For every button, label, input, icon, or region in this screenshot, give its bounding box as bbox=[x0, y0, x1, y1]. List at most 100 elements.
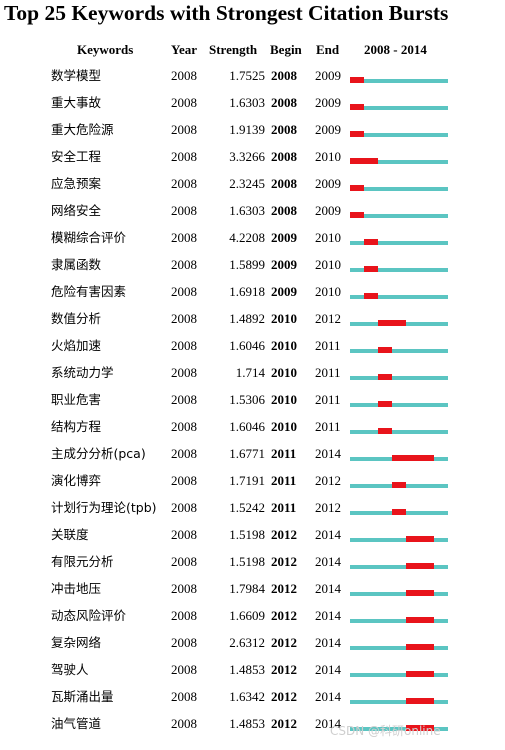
year-value: 2008 bbox=[171, 257, 197, 272]
end-value: 2014 bbox=[315, 608, 341, 623]
end-value: 2009 bbox=[315, 68, 341, 83]
keyword-label: 重大危险源 bbox=[51, 122, 114, 137]
timeline-bar bbox=[350, 671, 448, 677]
strength-value: 1.5198 bbox=[229, 527, 265, 542]
begin-value: 2008 bbox=[271, 95, 297, 110]
end-value: 2014 bbox=[315, 716, 341, 731]
year-value: 2008 bbox=[171, 689, 197, 704]
watermark: CSDN @科研online bbox=[330, 724, 441, 738]
begin-value: 2008 bbox=[271, 122, 297, 137]
begin-value: 2008 bbox=[271, 176, 297, 191]
year-value: 2008 bbox=[171, 203, 197, 218]
end-value: 2014 bbox=[315, 554, 341, 569]
strength-value: 1.714 bbox=[235, 365, 265, 380]
header-strength: Strength bbox=[209, 42, 258, 57]
burst-segment bbox=[406, 590, 434, 596]
year-value: 2008 bbox=[171, 554, 197, 569]
table-row: 网络安全 2008 1.6303 2008 2009 bbox=[0, 199, 505, 226]
strength-value: 1.5899 bbox=[229, 257, 265, 272]
table-row: 瓦斯涌出量 2008 1.6342 2012 2014 bbox=[0, 685, 505, 712]
strength-value: 1.6046 bbox=[229, 338, 265, 353]
end-value: 2010 bbox=[315, 149, 341, 164]
begin-value: 2009 bbox=[271, 284, 297, 299]
strength-value: 1.4892 bbox=[229, 311, 265, 326]
begin-value: 2011 bbox=[271, 500, 297, 515]
year-value: 2008 bbox=[171, 662, 197, 677]
year-value: 2008 bbox=[171, 500, 197, 515]
keyword-label: 重大事故 bbox=[51, 95, 102, 110]
year-value: 2008 bbox=[171, 473, 197, 488]
table-row: 数学模型 2008 1.7525 2008 2009 bbox=[0, 64, 505, 91]
table-row: 火焰加速 2008 1.6046 2010 2011 bbox=[0, 334, 505, 361]
table-row: 危险有害因素 2008 1.6918 2009 2010 bbox=[0, 280, 505, 307]
timeline-bar bbox=[350, 158, 448, 164]
timeline-bar bbox=[350, 293, 448, 299]
end-value: 2011 bbox=[315, 338, 341, 353]
table-row: 系统动力学 2008 1.714 2010 2011 bbox=[0, 361, 505, 388]
burst-segment bbox=[364, 293, 378, 299]
burst-segment bbox=[378, 347, 392, 353]
keyword-label: 模糊综合评价 bbox=[51, 230, 127, 245]
burst-segment bbox=[350, 212, 364, 218]
end-value: 2010 bbox=[315, 230, 341, 245]
timeline-bar bbox=[350, 428, 448, 434]
table-row: 油气管道 2008 1.4853 2012 2014 bbox=[0, 712, 505, 739]
keyword-label: 火焰加速 bbox=[51, 338, 102, 353]
strength-value: 1.7525 bbox=[229, 68, 265, 83]
table-row: 重大危险源 2008 1.9139 2008 2009 bbox=[0, 118, 505, 145]
keyword-label: 安全工程 bbox=[51, 149, 102, 164]
year-value: 2008 bbox=[171, 716, 197, 731]
burst-segment bbox=[406, 725, 434, 731]
strength-value: 1.6046 bbox=[229, 419, 265, 434]
keyword-label: 计划行为理论(tpb) bbox=[51, 500, 157, 515]
year-value: 2008 bbox=[171, 122, 197, 137]
table-row: 重大事故 2008 1.6303 2008 2009 bbox=[0, 91, 505, 118]
timeline-bar bbox=[350, 509, 448, 515]
keyword-label: 油气管道 bbox=[51, 716, 102, 731]
strength-value: 1.6918 bbox=[229, 284, 265, 299]
timeline-bar bbox=[350, 104, 448, 110]
keyword-label: 职业危害 bbox=[51, 392, 102, 407]
table-row: 数值分析 2008 1.4892 2010 2012 bbox=[0, 307, 505, 334]
table-row: 关联度 2008 1.5198 2012 2014 bbox=[0, 523, 505, 550]
strength-value: 1.6609 bbox=[229, 608, 265, 623]
begin-value: 2012 bbox=[271, 527, 297, 542]
table-row: 模糊综合评价 2008 4.2208 2009 2010 bbox=[0, 226, 505, 253]
keyword-label: 动态风险评价 bbox=[51, 608, 127, 623]
begin-value: 2011 bbox=[271, 473, 297, 488]
begin-value: 2008 bbox=[271, 68, 297, 83]
end-value: 2014 bbox=[315, 689, 341, 704]
keyword-label: 数学模型 bbox=[51, 68, 102, 83]
burst-segment bbox=[364, 239, 378, 245]
begin-value: 2012 bbox=[271, 608, 297, 623]
burst-segment bbox=[378, 401, 392, 407]
burst-segment bbox=[350, 104, 364, 110]
keyword-label: 复杂网络 bbox=[51, 635, 102, 650]
header-end: End bbox=[316, 42, 340, 57]
end-value: 2014 bbox=[315, 662, 341, 677]
keyword-label: 数值分析 bbox=[51, 311, 102, 326]
keyword-label: 网络安全 bbox=[51, 203, 102, 218]
timeline-bar bbox=[350, 455, 448, 461]
header-begin: Begin bbox=[270, 42, 302, 57]
end-value: 2009 bbox=[315, 203, 341, 218]
begin-value: 2010 bbox=[271, 365, 297, 380]
burst-segment bbox=[406, 536, 434, 542]
begin-value: 2010 bbox=[271, 338, 297, 353]
timeline-bar bbox=[350, 536, 448, 542]
end-value: 2011 bbox=[315, 365, 341, 380]
strength-value: 1.7191 bbox=[229, 473, 265, 488]
strength-value: 1.5198 bbox=[229, 554, 265, 569]
year-value: 2008 bbox=[171, 608, 197, 623]
table-row: 有限元分析 2008 1.5198 2012 2014 bbox=[0, 550, 505, 577]
keyword-label: 演化博弈 bbox=[51, 473, 102, 488]
timeline-bar bbox=[350, 239, 448, 245]
begin-value: 2010 bbox=[271, 311, 297, 326]
year-value: 2008 bbox=[171, 149, 197, 164]
year-value: 2008 bbox=[171, 365, 197, 380]
year-value: 2008 bbox=[171, 311, 197, 326]
keyword-label: 系统动力学 bbox=[51, 365, 114, 380]
burst-segment bbox=[392, 455, 434, 461]
table-row: 安全工程 2008 3.3266 2008 2010 bbox=[0, 145, 505, 172]
table-row: 结构方程 2008 1.6046 2010 2011 bbox=[0, 415, 505, 442]
